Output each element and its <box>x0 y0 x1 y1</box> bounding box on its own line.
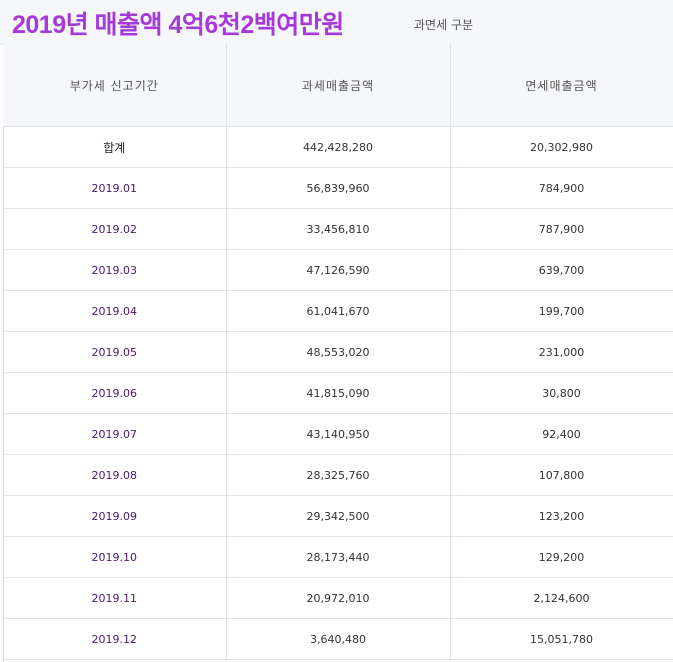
table-row: 2019.12 3,640,480 15,051,780 <box>3 618 673 660</box>
table-row: 2019.04 61,041,670 199,700 <box>3 290 673 332</box>
page-title: 2019년 매출액 4억6천2백여만원 <box>12 11 344 39</box>
table-row: 2019.06 41,815,090 30,800 <box>3 372 673 414</box>
exempt-amount-cell: 639,700 <box>450 249 673 291</box>
taxable-amount-cell: 28,325,760 <box>226 454 451 496</box>
exempt-amount-cell: 784,900 <box>450 167 673 209</box>
header-taxable: 과세매출금액 <box>226 44 451 127</box>
taxable-amount-cell: 33,456,810 <box>226 208 451 250</box>
table-row: 2019.01 56,839,960 784,900 <box>3 167 673 209</box>
exempt-amount-cell: 15,051,780 <box>450 618 673 660</box>
period-cell: 2019.05 <box>3 331 227 373</box>
period-cell: 2019.07 <box>3 413 227 455</box>
table-row: 2019.11 20,972,010 2,124,600 <box>3 577 673 619</box>
period-cell: 2019.08 <box>3 454 227 496</box>
exempt-amount-cell: 787,900 <box>450 208 673 250</box>
exempt-amount-cell: 123,200 <box>450 495 673 537</box>
period-cell: 2019.10 <box>3 536 227 578</box>
exempt-amount-cell: 107,800 <box>450 454 673 496</box>
header-period: 부가세 신고기간 <box>3 44 227 127</box>
taxable-amount-cell: 20,972,010 <box>226 577 451 619</box>
period-cell: 합계 <box>3 126 227 168</box>
table-row: 2019.03 47,126,590 639,700 <box>3 249 673 291</box>
period-cell: 2019.06 <box>3 372 227 414</box>
taxable-amount-cell: 28,173,440 <box>226 536 451 578</box>
exempt-amount-cell: 92,400 <box>450 413 673 455</box>
taxable-amount-cell: 47,126,590 <box>226 249 451 291</box>
exempt-amount-cell: 129,200 <box>450 536 673 578</box>
tax-type-label: 과면세 구분 <box>414 18 474 32</box>
period-cell: 2019.01 <box>3 167 227 209</box>
header-row: 부가세 신고기간 과세매출금액 면세매출금액 <box>3 44 673 127</box>
taxable-amount-cell: 442,428,280 <box>226 126 451 168</box>
taxable-amount-cell: 29,342,500 <box>226 495 451 537</box>
title-bar: 2019년 매출액 4억6천2백여만원 과면세 구분 <box>0 0 673 45</box>
table-row: 2019.05 48,553,020 231,000 <box>3 331 673 373</box>
taxable-amount-cell: 41,815,090 <box>226 372 451 414</box>
taxable-amount-cell: 48,553,020 <box>226 331 451 373</box>
table-row: 2019.07 43,140,950 92,400 <box>3 413 673 455</box>
period-cell: 2019.02 <box>3 208 227 250</box>
exempt-amount-cell: 30,800 <box>450 372 673 414</box>
exempt-amount-cell: 199,700 <box>450 290 673 332</box>
taxable-amount-cell: 56,839,960 <box>226 167 451 209</box>
period-cell: 2019.03 <box>3 249 227 291</box>
taxable-amount-cell: 61,041,670 <box>226 290 451 332</box>
exempt-amount-cell: 231,000 <box>450 331 673 373</box>
table-row: 2019.10 28,173,440 129,200 <box>3 536 673 578</box>
table-row: 2019.08 28,325,760 107,800 <box>3 454 673 496</box>
period-cell: 2019.09 <box>3 495 227 537</box>
sales-table: 부가세 신고기간 과세매출금액 면세매출금액 합계 442,428,280 20,3… <box>3 44 673 660</box>
table-row: 2019.09 29,342,500 123,200 <box>3 495 673 537</box>
taxable-amount-cell: 43,140,950 <box>226 413 451 455</box>
period-cell: 2019.12 <box>3 618 227 660</box>
period-cell: 2019.04 <box>3 290 227 332</box>
total-row: 합계 442,428,280 20,302,980 <box>3 126 673 168</box>
exempt-amount-cell: 2,124,600 <box>450 577 673 619</box>
table-row: 2019.02 33,456,810 787,900 <box>3 208 673 250</box>
taxable-amount-cell: 3,640,480 <box>226 618 451 660</box>
period-cell: 2019.11 <box>3 577 227 619</box>
exempt-amount-cell: 20,302,980 <box>450 126 673 168</box>
header-exempt: 면세매출금액 <box>450 44 673 127</box>
